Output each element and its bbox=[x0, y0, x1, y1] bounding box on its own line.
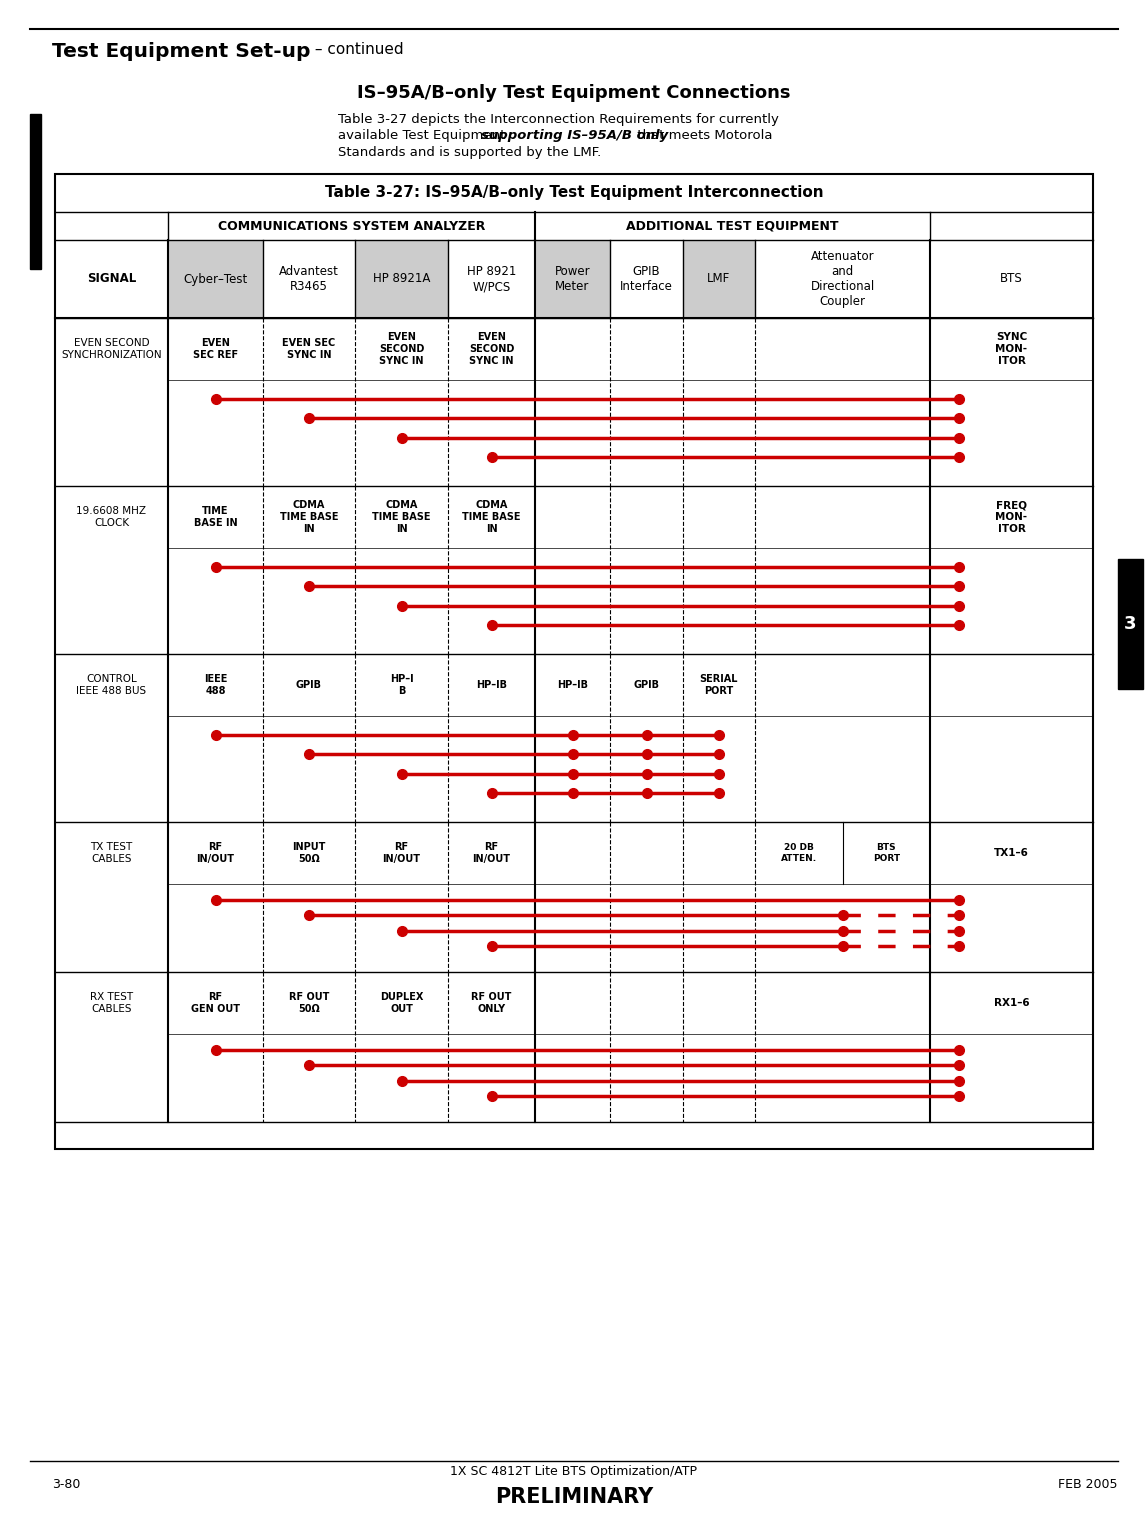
Text: EVEN
SEC REF: EVEN SEC REF bbox=[193, 339, 238, 360]
Text: RF
IN/OUT: RF IN/OUT bbox=[382, 842, 420, 863]
Text: HP–IB: HP–IB bbox=[476, 680, 507, 689]
Text: supporting IS–95A/B only: supporting IS–95A/B only bbox=[481, 129, 668, 142]
FancyBboxPatch shape bbox=[55, 174, 1093, 1150]
Text: DUPLEX
OUT: DUPLEX OUT bbox=[380, 993, 424, 1014]
Text: CDMA
TIME BASE
IN: CDMA TIME BASE IN bbox=[463, 500, 521, 534]
Text: Attenuator
and
Directional
Coupler: Attenuator and Directional Coupler bbox=[810, 249, 875, 308]
Text: ADDITIONAL TEST EQUIPMENT: ADDITIONAL TEST EQUIPMENT bbox=[627, 220, 839, 232]
Text: 1X SC 4812T Lite BTS Optimization/ATP: 1X SC 4812T Lite BTS Optimization/ATP bbox=[450, 1465, 698, 1477]
Text: 3: 3 bbox=[1124, 616, 1137, 633]
Text: COMMUNICATIONS SYSTEM ANALYZER: COMMUNICATIONS SYSTEM ANALYZER bbox=[218, 220, 486, 232]
Text: available Test Equipment: available Test Equipment bbox=[338, 129, 510, 142]
Text: HP–I
B: HP–I B bbox=[389, 674, 413, 696]
Bar bbox=[30, 114, 41, 269]
Text: CONTROL
IEEE 488 BUS: CONTROL IEEE 488 BUS bbox=[77, 674, 147, 696]
Bar bbox=[1118, 559, 1143, 689]
Text: EVEN
SECOND
SYNC IN: EVEN SECOND SYNC IN bbox=[468, 332, 514, 366]
Text: Test Equipment Set-up: Test Equipment Set-up bbox=[52, 42, 310, 62]
Text: CDMA
TIME BASE
IN: CDMA TIME BASE IN bbox=[280, 500, 339, 534]
Text: TX TEST
CABLES: TX TEST CABLES bbox=[91, 842, 133, 863]
Text: HP 8921
W/PCS: HP 8921 W/PCS bbox=[467, 265, 517, 292]
Text: SYNC
MON-
ITOR: SYNC MON- ITOR bbox=[995, 332, 1027, 366]
Bar bbox=[355, 240, 448, 319]
Text: GPIB: GPIB bbox=[296, 680, 321, 689]
Text: that meets Motorola: that meets Motorola bbox=[633, 129, 773, 142]
Text: IEEE
488: IEEE 488 bbox=[204, 674, 227, 696]
Text: Standards and is supported by the LMF.: Standards and is supported by the LMF. bbox=[338, 146, 602, 159]
Text: TX1–6: TX1–6 bbox=[994, 848, 1029, 859]
Text: CDMA
TIME BASE
IN: CDMA TIME BASE IN bbox=[372, 500, 430, 534]
Text: IS–95A/B–only Test Equipment Connections: IS–95A/B–only Test Equipment Connections bbox=[357, 85, 791, 102]
Text: – continued: – continued bbox=[310, 42, 404, 57]
Text: EVEN SECOND
SYNCHRONIZATION: EVEN SECOND SYNCHRONIZATION bbox=[61, 339, 162, 360]
Text: RF
IN/OUT: RF IN/OUT bbox=[196, 842, 234, 863]
Text: 19.6608 MHZ
CLOCK: 19.6608 MHZ CLOCK bbox=[77, 506, 147, 528]
Text: RX TEST
CABLES: RX TEST CABLES bbox=[90, 993, 133, 1014]
Text: FEB 2005: FEB 2005 bbox=[1058, 1477, 1118, 1490]
Text: 20 DB
ATTEN.: 20 DB ATTEN. bbox=[781, 843, 817, 863]
Bar bbox=[683, 240, 755, 319]
Text: SIGNAL: SIGNAL bbox=[87, 272, 137, 286]
Text: 3-80: 3-80 bbox=[52, 1477, 80, 1490]
Text: LMF: LMF bbox=[707, 272, 730, 286]
Text: RF OUT
50Ω: RF OUT 50Ω bbox=[289, 993, 329, 1014]
Text: GPIB: GPIB bbox=[634, 680, 659, 689]
Text: RF OUT
ONLY: RF OUT ONLY bbox=[472, 993, 512, 1014]
Text: BTS
PORT: BTS PORT bbox=[872, 843, 900, 863]
Text: BTS: BTS bbox=[1000, 272, 1023, 286]
Text: GPIB
Interface: GPIB Interface bbox=[620, 265, 673, 292]
Text: RF
GEN OUT: RF GEN OUT bbox=[191, 993, 240, 1014]
Text: EVEN
SECOND
SYNC IN: EVEN SECOND SYNC IN bbox=[379, 332, 425, 366]
Text: HP–IB: HP–IB bbox=[557, 680, 588, 689]
Text: Cyber–Test: Cyber–Test bbox=[184, 272, 248, 286]
Text: HP 8921A: HP 8921A bbox=[373, 272, 430, 286]
Text: Table 3-27: IS–95A/B–only Test Equipment Interconnection: Table 3-27: IS–95A/B–only Test Equipment… bbox=[325, 186, 823, 200]
Bar bbox=[535, 240, 610, 319]
Text: RF
IN/OUT: RF IN/OUT bbox=[473, 842, 511, 863]
Text: RX1–6: RX1–6 bbox=[994, 997, 1030, 1008]
Text: Advantest
R3465: Advantest R3465 bbox=[279, 265, 339, 292]
Text: Table 3-27 depicts the Interconnection Requirements for currently: Table 3-27 depicts the Interconnection R… bbox=[338, 112, 778, 126]
Text: INPUT
50Ω: INPUT 50Ω bbox=[293, 842, 326, 863]
Text: TIME
BASE IN: TIME BASE IN bbox=[194, 506, 238, 528]
Text: FREQ
MON-
ITOR: FREQ MON- ITOR bbox=[995, 500, 1027, 534]
Text: PRELIMINARY: PRELIMINARY bbox=[495, 1487, 653, 1507]
Text: Power
Meter: Power Meter bbox=[554, 265, 590, 292]
Text: SERIAL
PORT: SERIAL PORT bbox=[700, 674, 738, 696]
Text: EVEN SEC
SYNC IN: EVEN SEC SYNC IN bbox=[282, 339, 335, 360]
Bar bbox=[168, 240, 263, 319]
